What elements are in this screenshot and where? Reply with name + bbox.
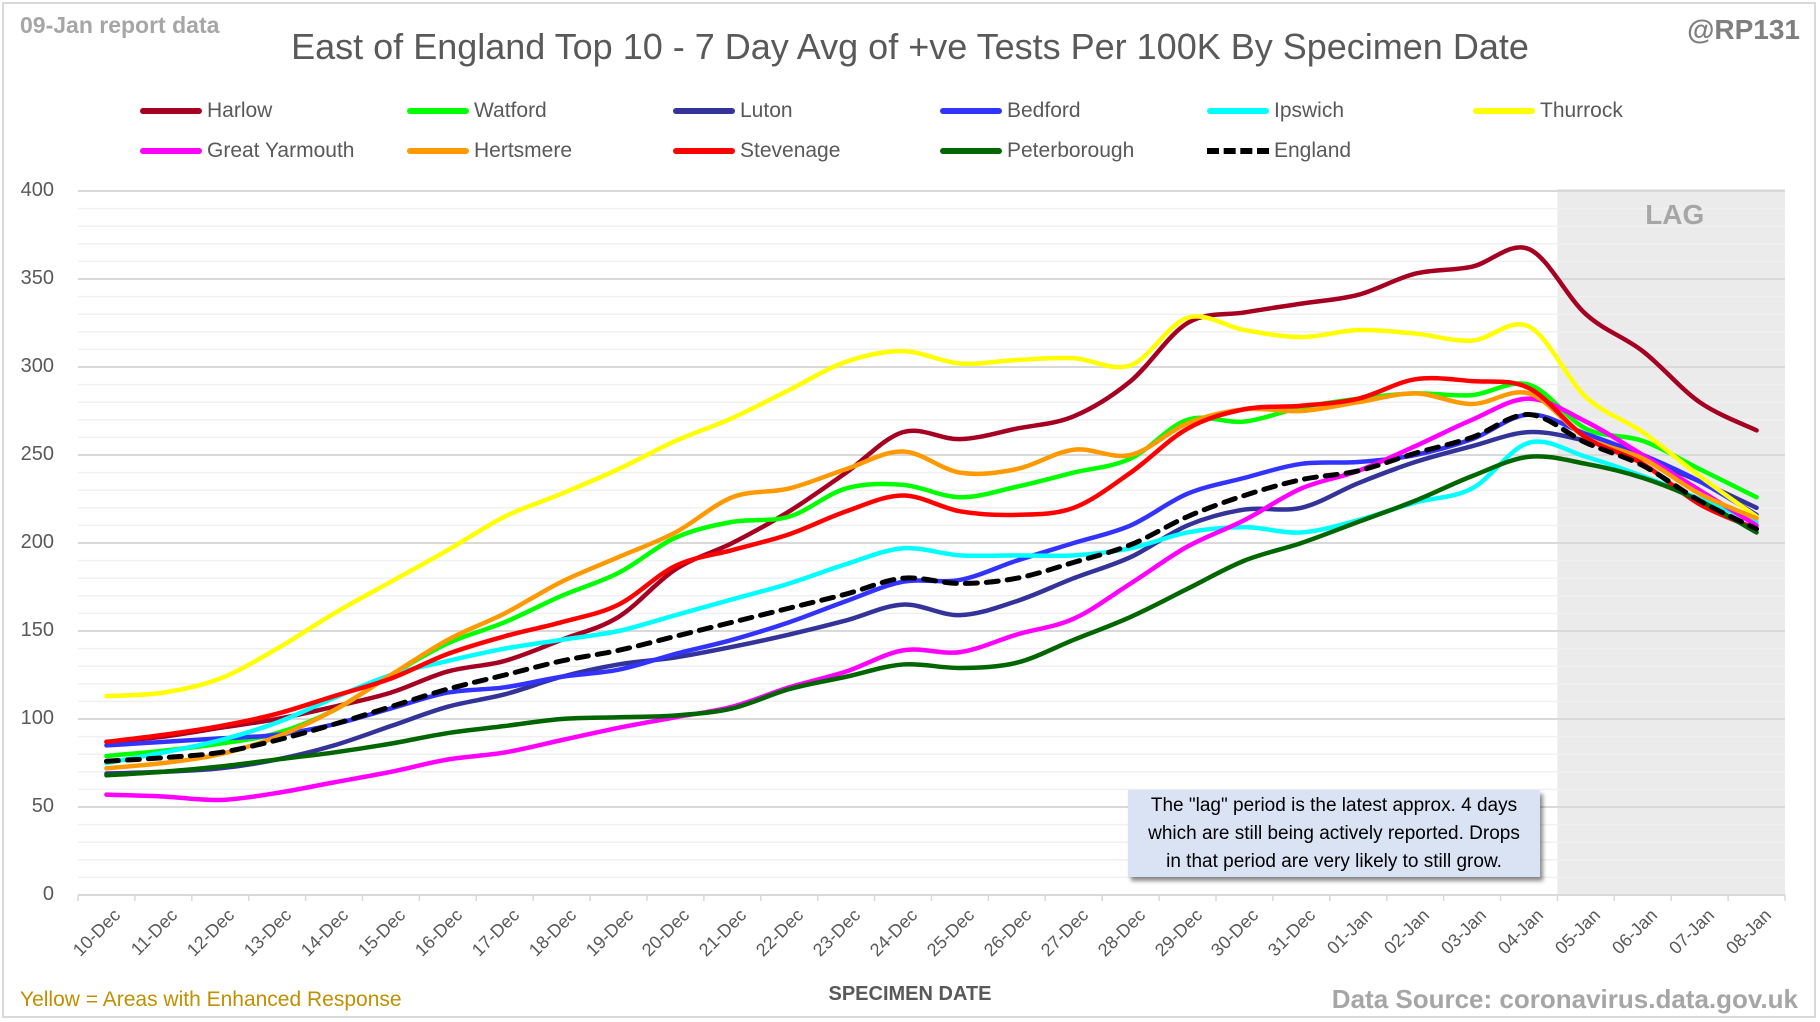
y-tick-label: 0 <box>42 883 54 905</box>
series-line-england <box>103 412 1760 764</box>
y-tick-label: 300 <box>20 355 54 377</box>
chart-title: East of England Top 10 - 7 Day Avg of +v… <box>291 26 1529 67</box>
legend-swatch <box>940 148 1002 154</box>
series-line-great-yarmouth <box>104 396 1759 803</box>
report-date: 09-Jan report data <box>20 12 220 38</box>
legend-label: Peterborough <box>1007 139 1135 162</box>
y-tick-label: 50 <box>31 795 54 817</box>
legend-swatch <box>673 108 735 114</box>
legend-label: Ipswich <box>1274 99 1345 122</box>
legend-swatch <box>1207 108 1269 114</box>
legend-swatch <box>1473 108 1535 114</box>
legend-item-bedford: Bedford <box>940 99 1081 123</box>
y-tick-label: 150 <box>20 619 54 641</box>
lag-note: The "lag" period is the latest approx. 4… <box>1128 790 1540 877</box>
legend-label: England <box>1274 139 1352 162</box>
y-tick-label: 350 <box>20 267 54 289</box>
enhanced-response-note: Yellow = Areas with Enhanced Response <box>20 988 402 1011</box>
legend-swatch <box>140 108 202 114</box>
author-handle: @RP131 <box>1687 14 1800 45</box>
lag-note-line: in that period are very likely to still … <box>1166 851 1502 872</box>
series-line-peterborough <box>104 454 1759 778</box>
series-line-thurrock <box>104 314 1759 699</box>
legend-item-luton: Luton <box>673 99 793 123</box>
y-tick-label: 200 <box>20 531 54 553</box>
legend-item-great-yarmouth: Great Yarmouth <box>140 139 354 163</box>
legend-label: Harlow <box>207 99 273 122</box>
series-line-stevenage <box>104 375 1759 745</box>
legend-label: Great Yarmouth <box>207 139 355 162</box>
data-source: Data Source: coronavirus.data.gov.uk <box>1331 984 1798 1014</box>
legend-item-watford: Watford <box>407 99 547 123</box>
legend-swatch <box>140 148 202 154</box>
series-line-harlow <box>104 245 1759 745</box>
legend-label: Stevenage <box>740 139 841 162</box>
y-tick-label: 250 <box>20 443 54 465</box>
series-lines <box>103 245 1760 803</box>
legend-label: Bedford <box>1007 99 1081 122</box>
x-axis-title: SPECIMEN DATE <box>828 983 992 1005</box>
legend-swatch <box>407 108 469 114</box>
legend-swatch <box>1207 148 1269 154</box>
lag-note-line: which are still being actively reported.… <box>1148 823 1520 844</box>
legend-item-harlow: Harlow <box>140 99 272 123</box>
legend-label: Watford <box>474 99 547 122</box>
lag-label: LAG <box>1645 199 1705 230</box>
y-tick-label: 400 <box>20 179 54 201</box>
legend-swatch <box>407 148 469 154</box>
legend-label: Luton <box>740 99 793 122</box>
x-axis <box>77 895 1786 901</box>
y-tick-label: 100 <box>20 707 54 729</box>
legend-label: Thurrock <box>1540 99 1623 122</box>
legend-item-stevenage: Stevenage <box>673 139 840 163</box>
legend-swatch <box>940 108 1002 114</box>
series-line-hertsmere <box>104 390 1759 771</box>
legend-label: Hertsmere <box>474 139 573 162</box>
legend-item-thurrock: Thurrock <box>1473 99 1623 123</box>
legend-item-ipswich: Ipswich <box>1207 99 1344 123</box>
legend-item-hertsmere: Hertsmere <box>407 139 572 163</box>
legend-item-peterborough: Peterborough <box>940 139 1134 163</box>
series-line-luton <box>104 429 1759 776</box>
legend-swatch <box>673 148 735 154</box>
lag-note-line: The "lag" period is the latest approx. 4… <box>1150 795 1518 816</box>
legend-item-england: England <box>1207 139 1351 163</box>
